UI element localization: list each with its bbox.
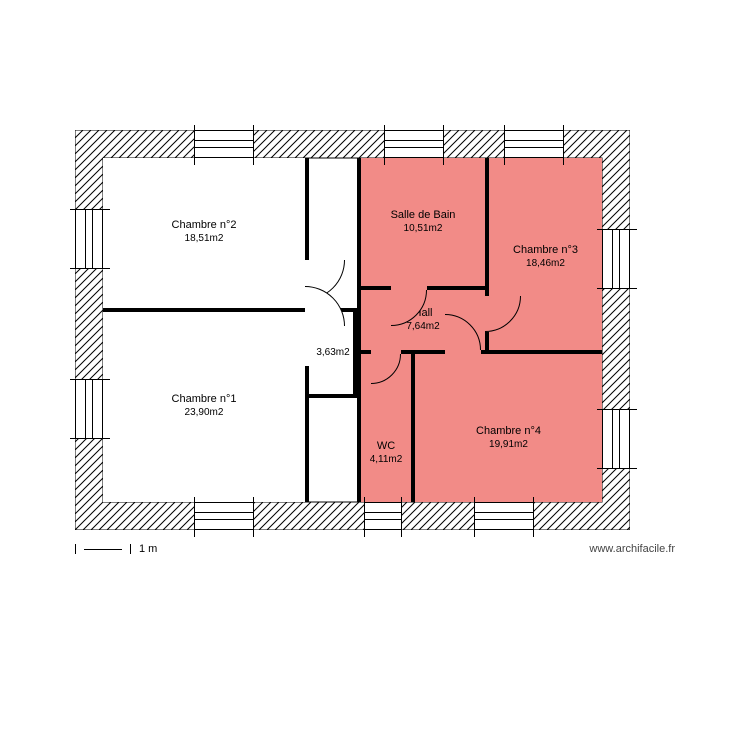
window-mark <box>75 380 103 438</box>
room-name: WC <box>361 439 411 453</box>
window-mark <box>365 502 401 530</box>
scale-label: 1 m <box>139 543 157 555</box>
room-area: 18,46m2 <box>489 257 602 270</box>
room-name: Chambre n°4 <box>415 424 602 438</box>
room-name: Chambre n°3 <box>489 243 602 257</box>
room-area: 4,11m2 <box>361 453 411 466</box>
room-area: 19,91m2 <box>415 438 602 451</box>
credit-link[interactable]: www.archifacile.fr <box>589 543 675 555</box>
room-label: WC4,11m2 <box>361 439 411 466</box>
window-mark <box>195 502 253 530</box>
window-mark <box>75 210 103 268</box>
room-label: 3,63m2 <box>309 346 357 359</box>
door-swing <box>445 314 481 350</box>
room-chambre4: Chambre n°419,91m2 <box>415 354 602 502</box>
window-mark <box>602 410 630 468</box>
floor-plan: Chambre n°218,51m2 Chambre n°123,90m2 3,63… <box>75 130 630 530</box>
room-label: Chambre n°123,90m2 <box>103 392 305 419</box>
room-label: Chambre n°419,91m2 <box>415 424 602 451</box>
room-area: 18,51m2 <box>103 232 305 245</box>
room-chambre1: Chambre n°123,90m2 <box>103 312 305 502</box>
door-swing <box>391 290 427 326</box>
room-bain: Salle de Bain10,51m2 <box>361 158 485 286</box>
door-swing <box>305 286 345 326</box>
room-area: 10,51m2 <box>361 222 485 235</box>
inner-wall <box>357 158 361 502</box>
window-mark <box>195 130 253 158</box>
door-opening <box>445 350 481 354</box>
room-label: Chambre n°218,51m2 <box>103 218 305 245</box>
window-mark <box>385 130 443 158</box>
door-opening <box>305 326 309 366</box>
door-swing <box>371 354 401 384</box>
room-area: 23,90m2 <box>103 406 305 419</box>
inner-wall <box>411 354 415 502</box>
room-area: 3,63m2 <box>309 346 357 359</box>
room-name: Chambre n°2 <box>103 218 305 232</box>
room-label: Salle de Bain10,51m2 <box>361 208 485 235</box>
inner-wall <box>103 308 305 312</box>
room-label: Chambre n°318,46m2 <box>489 243 602 270</box>
window-mark <box>475 502 533 530</box>
door-swing <box>485 296 521 332</box>
room-name: Salle de Bain <box>361 208 485 222</box>
window-mark <box>505 130 563 158</box>
room-name: Chambre n°1 <box>103 392 305 406</box>
room-chambre2: Chambre n°218,51m2 <box>103 158 305 308</box>
inner-wall <box>309 394 357 398</box>
scale-bar: 1 m <box>75 543 157 555</box>
window-mark <box>602 230 630 288</box>
